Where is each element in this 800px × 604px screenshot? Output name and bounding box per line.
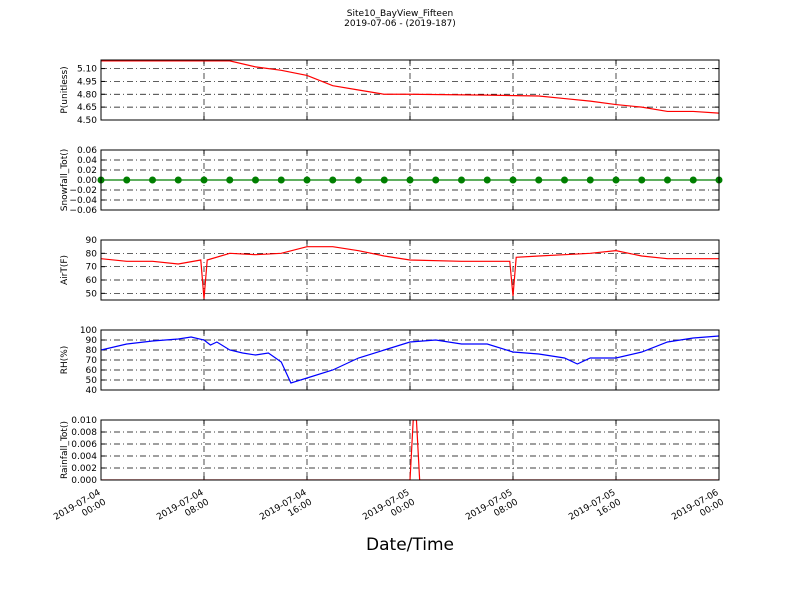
y-tick-label: 4.80 xyxy=(77,90,97,100)
y-tick-label: 0.06 xyxy=(77,146,97,156)
x-tick-label: 2019-07-0408:00 xyxy=(155,488,211,532)
y-tick-label: 0.006 xyxy=(71,440,97,450)
data-point xyxy=(303,176,311,184)
data-point xyxy=(149,176,156,184)
y-tick-label: 50 xyxy=(86,289,98,299)
x-tick-label: 2019-07-0416:00 xyxy=(258,488,314,532)
data-point xyxy=(252,176,259,184)
data-point xyxy=(535,176,543,184)
data-line xyxy=(101,335,719,384)
data-point xyxy=(406,176,414,184)
data-point xyxy=(277,176,285,184)
y-tick-label: 80 xyxy=(86,249,98,259)
data-point xyxy=(226,176,234,184)
y-tick-label: 4.95 xyxy=(77,77,97,87)
y-tick-label: 50 xyxy=(86,376,98,386)
y-tick-label: 0.000 xyxy=(71,476,97,486)
x-tick-label: 2019-07-0400:00 xyxy=(52,488,108,532)
data-point xyxy=(664,176,671,184)
x-tick-label: 2019-07-0508:00 xyxy=(464,488,520,532)
plot-frame xyxy=(100,329,720,391)
x-axis-label: Date/Time xyxy=(366,535,454,555)
y-tick-label: 0.02 xyxy=(77,166,97,176)
data-point xyxy=(509,176,517,184)
y-tick-label: 0.004 xyxy=(71,452,97,462)
data-point xyxy=(689,176,697,184)
y-tick-label: 0.04 xyxy=(77,156,97,166)
data-point xyxy=(355,176,362,184)
y-axis-label: Rainfall_Tot() xyxy=(60,421,70,479)
y-tick-label: 4.50 xyxy=(77,116,97,126)
data-point xyxy=(483,176,491,184)
y-tick-label: 60 xyxy=(86,276,98,286)
data-point xyxy=(586,176,594,184)
data-point xyxy=(432,176,440,184)
x-tick-label: 2019-07-0516:00 xyxy=(567,488,623,532)
subtitle: 2019-07-06 - (2019-187) xyxy=(344,19,456,29)
y-tick-label: 90 xyxy=(86,236,98,246)
data-point xyxy=(380,176,388,184)
x-tick-label: 2019-07-0600:00 xyxy=(670,488,726,532)
y-tick-label: 70 xyxy=(86,263,98,273)
data-point xyxy=(200,176,208,184)
y-tick-label: 70 xyxy=(86,356,98,366)
plot-frame xyxy=(100,59,720,121)
y-tick-label: 0.008 xyxy=(71,428,97,438)
data-point xyxy=(638,176,646,184)
y-axis-label: RH(%) xyxy=(60,346,70,375)
plot-frame xyxy=(100,419,720,481)
plot-frame xyxy=(100,149,720,211)
data-point xyxy=(612,176,620,184)
x-tick-label: 2019-07-0500:00 xyxy=(361,488,417,532)
y-tick-label: −0.04 xyxy=(69,196,97,206)
y-axis-label: Snowfall_Tot() xyxy=(60,149,70,212)
y-axis-label: AirT(F) xyxy=(60,255,70,285)
data-point xyxy=(329,176,337,184)
y-tick-label: −0.02 xyxy=(69,186,97,196)
data-line xyxy=(101,60,719,114)
y-tick-label: 40 xyxy=(86,386,98,396)
y-tick-label: 100 xyxy=(80,326,97,336)
data-line xyxy=(101,246,719,299)
y-tick-label: 0.00 xyxy=(77,176,97,186)
y-tick-label: 60 xyxy=(86,366,98,376)
title: Site10_BayView_Fifteen xyxy=(347,9,453,19)
data-point xyxy=(123,176,131,184)
data-point xyxy=(561,176,568,184)
data-point xyxy=(174,176,182,184)
y-tick-label: 90 xyxy=(86,336,98,346)
y-tick-label: 80 xyxy=(86,346,98,356)
y-tick-label: −0.06 xyxy=(69,206,97,216)
y-tick-label: 0.010 xyxy=(71,416,97,426)
y-tick-label: 0.002 xyxy=(71,464,97,474)
y-tick-label: 4.65 xyxy=(77,103,97,113)
plot-frame xyxy=(100,239,720,301)
data-point xyxy=(458,176,465,184)
y-axis-label: P(unitless) xyxy=(60,66,70,113)
y-tick-label: 5.10 xyxy=(77,65,97,75)
